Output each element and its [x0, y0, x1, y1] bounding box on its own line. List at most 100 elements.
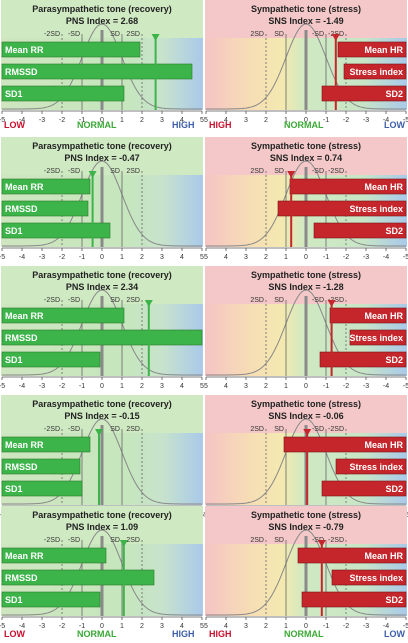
- x-tick-label: 0: [304, 254, 308, 261]
- bar-label: Mean RR: [5, 311, 44, 321]
- panel-sns-2: Sympathetic tone (stress) SNS Index = 0.7…: [204, 137, 408, 261]
- bar-label: SD1: [5, 226, 23, 236]
- normal-distribution-curve: [206, 289, 406, 376]
- x-tick-label: -1: [79, 117, 85, 124]
- x-tick-label: -5: [0, 117, 5, 124]
- sd-label: 2SD: [126, 426, 140, 433]
- index-marker-arrow: [119, 540, 128, 547]
- legend-high-right: HIGH: [209, 629, 232, 639]
- bar-mean-rr: [1, 41, 141, 58]
- bar-label: SD2: [385, 595, 403, 605]
- x-tick-label: -5: [0, 254, 5, 261]
- bar-mean-hr: [329, 307, 407, 324]
- bar-label: SD2: [385, 355, 403, 365]
- legend-high-right-top: HIGH: [209, 120, 232, 130]
- x-tick-label: -3: [39, 117, 45, 124]
- panel-title: Parasympathetic tone (recovery): [32, 4, 172, 14]
- x-tick-label: -1: [323, 383, 329, 390]
- bar-sd1: [1, 222, 111, 239]
- sd-label: -SD: [68, 537, 80, 544]
- bar-label: Mean RR: [5, 440, 44, 450]
- bar-sd1: [1, 591, 101, 608]
- index-marker-arrow: [287, 171, 296, 178]
- x-tick-label: -2: [59, 254, 65, 261]
- panel-title: Parasympathetic tone (recovery): [32, 399, 172, 409]
- x-tick-label: -3: [39, 623, 45, 630]
- x-tick-label: -2: [343, 254, 349, 261]
- bar-stress-index: [343, 63, 407, 80]
- x-tick-label: -5: [403, 623, 408, 630]
- legend-high-left: HIGH: [172, 629, 195, 639]
- x-tick-label: -3: [363, 254, 369, 261]
- bar-label: RMSSD: [5, 462, 38, 472]
- bar-stress-index: [349, 329, 407, 346]
- x-tick-label: -2: [343, 117, 349, 124]
- bar-rmssd: [1, 63, 193, 80]
- bar-label: Mean HR: [364, 311, 403, 321]
- x-tick-label: 5: [200, 623, 204, 630]
- bar-label: SD2: [385, 226, 403, 236]
- sd-label: -SD: [68, 31, 80, 38]
- x-tick-label: 0: [304, 623, 308, 630]
- panel-title: Parasympathetic tone (recovery): [32, 141, 172, 151]
- bar-mean-rr: [1, 547, 107, 564]
- panel-sns-5: Sympathetic tone (stress) SNS Index = -0.…: [204, 506, 408, 630]
- sd-label: SD: [110, 297, 120, 304]
- bar-label: Mean HR: [364, 440, 403, 450]
- x-tick-label: -2: [59, 383, 65, 390]
- sd-label: SD: [274, 426, 284, 433]
- x-tick-label: 4: [180, 383, 184, 390]
- bar-label: SD1: [5, 484, 23, 494]
- x-tick-label: 5: [204, 623, 208, 630]
- bar-rmssd: [1, 200, 89, 217]
- legend-normal-left: NORMAL: [77, 629, 117, 639]
- x-tick-label: 2: [264, 383, 268, 390]
- x-tick-label: -4: [383, 623, 389, 630]
- x-tick-label: -4: [383, 254, 389, 261]
- bar-label: Mean HR: [364, 551, 403, 561]
- x-tick-label: -3: [363, 383, 369, 390]
- bar-rmssd: [1, 458, 81, 475]
- index-marker-arrow: [303, 429, 312, 436]
- x-tick-label: 1: [284, 383, 288, 390]
- normal-distribution-curve: [2, 160, 202, 247]
- x-tick-label: -1: [79, 383, 85, 390]
- x-tick-label: 3: [160, 254, 164, 261]
- sd-label: -SD: [312, 426, 324, 433]
- x-tick-label: 2: [264, 254, 268, 261]
- bar-label: SD1: [5, 355, 23, 365]
- legend-high-left-top: HIGH: [172, 120, 195, 130]
- sd-label: 2SD: [250, 168, 264, 175]
- legend-normal-right-top: NORMAL: [284, 120, 324, 130]
- bar-rmssd: [1, 569, 155, 586]
- bar-label: Mean RR: [5, 45, 44, 55]
- x-tick-label: 5: [204, 254, 208, 261]
- bar-mean-hr: [337, 41, 407, 58]
- bar-sd2: [319, 351, 407, 368]
- bar-label: SD2: [385, 89, 403, 99]
- bar-sd2: [301, 591, 407, 608]
- panel-title: Sympathetic tone (stress): [251, 399, 361, 409]
- x-tick-label: 3: [160, 623, 164, 630]
- x-tick-label: 5: [200, 383, 204, 390]
- panel-title: Sympathetic tone (stress): [251, 4, 361, 14]
- legend-normal-right: NORMAL: [284, 629, 324, 639]
- x-tick-label: -4: [383, 383, 389, 390]
- bar-sd2: [321, 85, 407, 102]
- x-tick-label: -2: [343, 383, 349, 390]
- x-tick-label: 0: [100, 383, 104, 390]
- bar-label: Mean RR: [5, 182, 44, 192]
- normal-distribution-curve: [206, 529, 406, 616]
- bar-sd1: [1, 351, 101, 368]
- x-tick-label: 4: [224, 117, 228, 124]
- sd-label: -SD: [312, 168, 324, 175]
- panel-index-label: PNS Index = -0.15: [64, 411, 139, 421]
- x-tick-label: 4: [180, 254, 184, 261]
- normal-distribution-curve: [2, 529, 202, 616]
- panel-pns-2: Parasympathetic tone (recovery) PNS Index…: [0, 137, 204, 261]
- legend-low-right: LOW: [384, 629, 405, 639]
- bar-label: RMSSD: [5, 573, 38, 583]
- x-tick-label: 1: [120, 117, 124, 124]
- sd-label: -2SD: [44, 297, 60, 304]
- x-tick-label: -1: [323, 254, 329, 261]
